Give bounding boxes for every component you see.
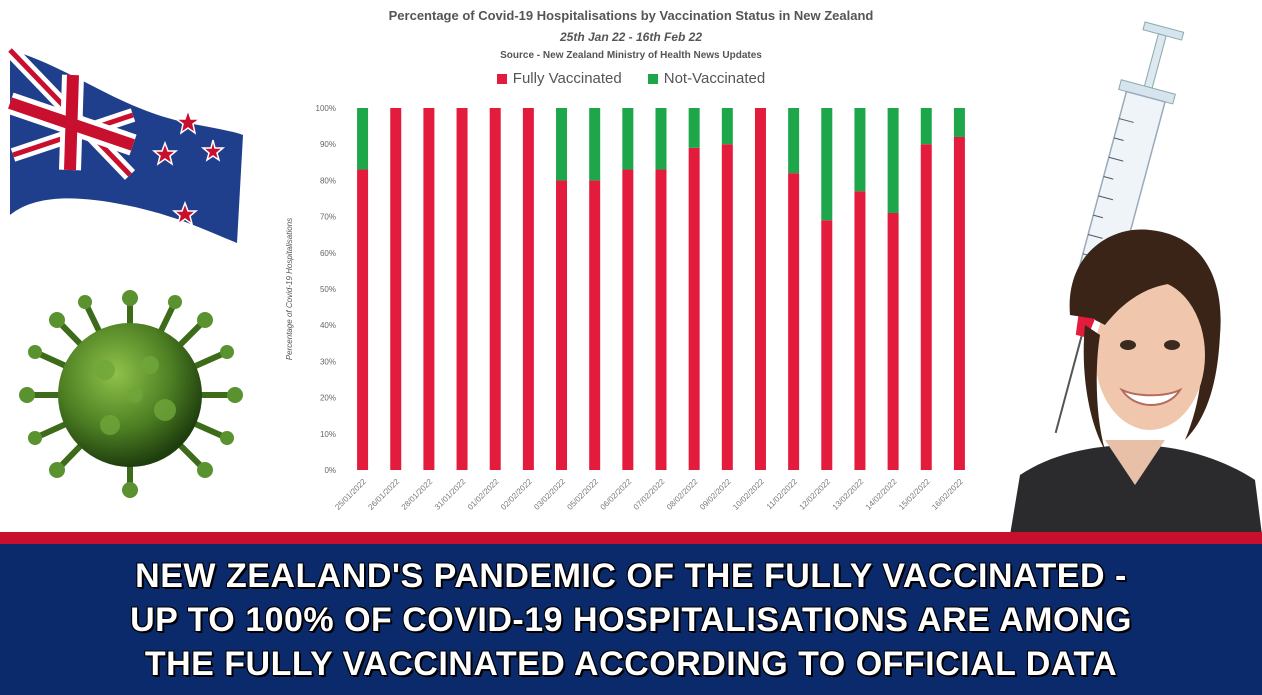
legend-item-not-vaccinated: Not-Vaccinated xyxy=(647,70,766,87)
bar-not-vaccinated xyxy=(821,108,833,221)
new-zealand-flag-icon xyxy=(5,45,243,243)
virus-icon xyxy=(19,290,243,498)
bar-fully-vaccinated xyxy=(489,108,501,470)
y-tick-label: 0% xyxy=(324,466,336,475)
y-tick-label: 20% xyxy=(320,394,336,403)
y-tick-label: 70% xyxy=(320,213,336,222)
bar-fully-vaccinated xyxy=(522,108,534,470)
chart-source: Source - New Zealand Ministry of Health … xyxy=(500,50,762,61)
bar-not-vaccinated xyxy=(357,108,369,170)
bar-fully-vaccinated xyxy=(953,136,965,470)
bar-fully-vaccinated xyxy=(655,169,667,470)
headline-line-2: UP TO 100% OF COVID-19 HOSPITALISATIONS … xyxy=(130,600,1132,639)
chart-subtitle: 25th Jan 22 - 16th Feb 22 xyxy=(559,30,703,44)
bar-not-vaccinated xyxy=(622,108,634,170)
x-tick-label: 10/02/2022 xyxy=(731,477,766,512)
bar-fully-vaccinated xyxy=(622,169,634,470)
bar-fully-vaccinated xyxy=(887,212,899,470)
x-tick-label: 11/02/2022 xyxy=(765,477,800,512)
chart-plot: 0% 10% 20% 30% 40% 50% 60% 70% 80% 90% 100% Percent… xyxy=(285,104,965,512)
bar-fully-vaccinated xyxy=(390,108,402,470)
bar-not-vaccinated xyxy=(788,108,800,174)
x-tick-label: 07/02/2022 xyxy=(632,477,667,512)
chart: Percentage of Covid-19 Hospitalisations … xyxy=(276,0,986,540)
x-tick-label: 16/02/2022 xyxy=(930,477,965,512)
headline-banner: NEW ZEALAND'S PANDEMIC OF THE FULLY VACC… xyxy=(0,544,1262,695)
x-tick-label: 15/02/2022 xyxy=(897,477,932,512)
bar-fully-vaccinated xyxy=(721,144,733,470)
y-tick-label: 60% xyxy=(320,249,336,258)
x-tick-label: 25/01/2022 xyxy=(333,477,368,512)
x-tick-label: 28/01/2022 xyxy=(400,477,435,512)
y-tick-label: 50% xyxy=(320,285,336,294)
legend-item-fully-vaccinated: Fully Vaccinated xyxy=(496,70,622,87)
x-tick-label: 05/02/2022 xyxy=(565,477,600,512)
x-tick-label: 01/02/2022 xyxy=(466,477,501,512)
bar-not-vaccinated xyxy=(920,108,932,145)
x-tick-label: 08/02/2022 xyxy=(665,477,700,512)
x-tick-label: 13/02/2022 xyxy=(831,477,866,512)
x-tick-label: 14/02/2022 xyxy=(864,477,899,512)
bar-not-vaccinated xyxy=(854,108,866,192)
x-tick-label: 06/02/2022 xyxy=(599,477,634,512)
headline-line-3: THE FULLY VACCINATED ACCORDING TO OFFICI… xyxy=(144,644,1118,683)
bar-fully-vaccinated xyxy=(754,108,766,470)
bar-fully-vaccinated xyxy=(589,180,601,470)
bar-fully-vaccinated xyxy=(423,108,435,470)
legend-label-fully-vaccinated: Fully Vaccinated xyxy=(512,70,622,87)
bar-not-vaccinated xyxy=(655,108,667,170)
chart-legend: Fully Vaccinated Not-Vaccinated xyxy=(276,70,986,87)
person-photo xyxy=(1010,229,1262,535)
y-tick-label: 100% xyxy=(316,104,336,113)
bar-fully-vaccinated xyxy=(854,191,866,470)
y-tick-label: 10% xyxy=(320,430,336,439)
bar-fully-vaccinated xyxy=(556,180,568,470)
x-tick-label: 09/02/2022 xyxy=(698,477,733,512)
bar-not-vaccinated xyxy=(556,108,568,181)
x-tick-label: 26/01/2022 xyxy=(366,477,401,512)
x-tick-label: 31/01/2022 xyxy=(433,477,468,512)
legend-label-not-vaccinated: Not-Vaccinated xyxy=(663,70,766,87)
bar-not-vaccinated xyxy=(953,108,965,137)
bar-fully-vaccinated xyxy=(456,108,468,470)
y-tick-label: 40% xyxy=(320,321,336,330)
bar-fully-vaccinated xyxy=(821,220,833,470)
bar-fully-vaccinated xyxy=(688,147,700,470)
x-tick-label: 02/02/2022 xyxy=(499,477,534,512)
bar-fully-vaccinated xyxy=(788,173,800,470)
bar-not-vaccinated xyxy=(887,108,899,213)
headline-line-1: NEW ZEALAND'S PANDEMIC OF THE FULLY VACC… xyxy=(135,556,1127,595)
banner-stripe xyxy=(0,532,1262,544)
chart-title: Percentage of Covid-19 Hospitalisations … xyxy=(388,8,874,23)
legend-swatch-fully-vaccinated xyxy=(496,73,507,84)
y-tick-label: 90% xyxy=(320,140,336,149)
y-tick-label: 80% xyxy=(320,176,336,185)
bar-fully-vaccinated xyxy=(920,144,932,470)
legend-swatch-not-vaccinated xyxy=(647,73,658,84)
bar-not-vaccinated xyxy=(589,108,601,181)
bar-not-vaccinated xyxy=(721,108,733,145)
y-tick-label: 30% xyxy=(320,357,336,366)
y-axis-label: Percentage of Covid-19 Hospitalisations xyxy=(285,218,294,360)
bar-fully-vaccinated xyxy=(357,169,369,470)
bar-not-vaccinated xyxy=(688,108,700,148)
x-tick-label: 12/02/2022 xyxy=(798,477,833,512)
x-tick-label: 03/02/2022 xyxy=(532,477,567,512)
